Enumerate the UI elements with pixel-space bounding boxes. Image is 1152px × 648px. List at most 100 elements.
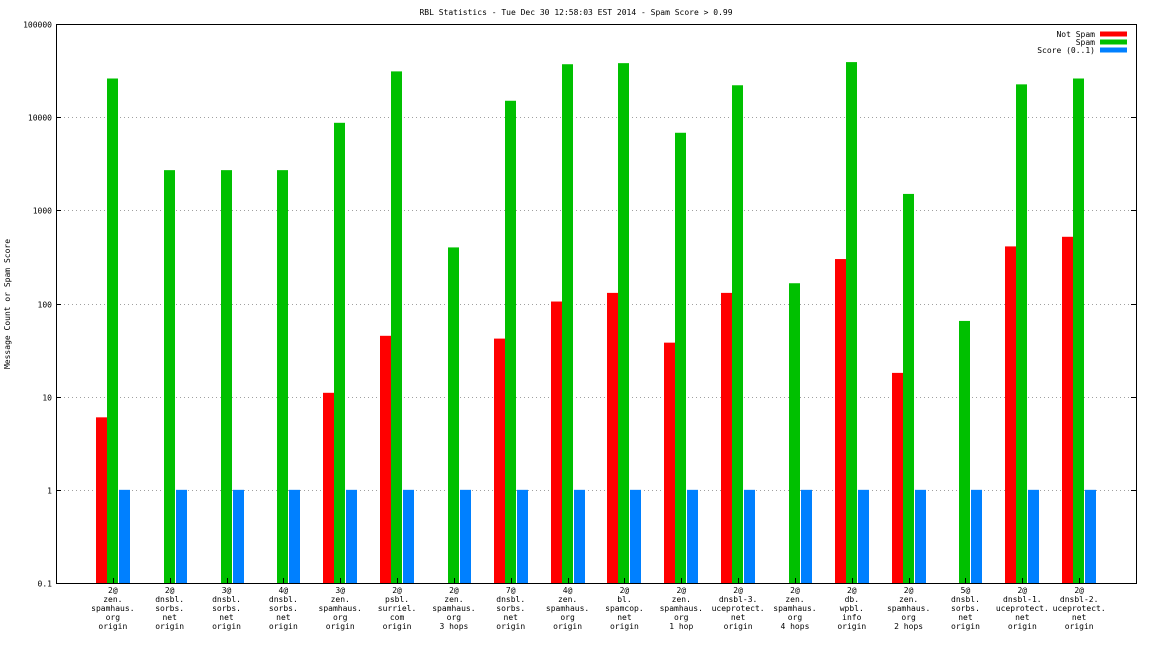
- bar-not-spam: [664, 342, 675, 583]
- bar-score-0-1: [801, 489, 812, 583]
- x-tick-label-line: 2@: [676, 586, 686, 595]
- x-tick-label-line: origin: [383, 622, 412, 631]
- x-tick-label-line: origin: [553, 622, 582, 631]
- bar-spam: [959, 320, 970, 583]
- x-tick-label-line: org: [560, 613, 575, 622]
- x-tick-label-line: wpbl.: [840, 604, 864, 613]
- x-tick-label-line: origin: [951, 622, 980, 631]
- x-tick-label-line: 2@: [620, 586, 630, 595]
- bar-not-spam: [494, 338, 505, 583]
- x-tick-label: 2@ zen. spamhaus. org 2 hops: [887, 586, 930, 631]
- x-tick-label-line: 4@: [563, 586, 573, 595]
- y-tick-label: 0.1: [38, 580, 53, 589]
- legend-swatch: [1100, 39, 1127, 45]
- x-tick-label-line: net: [1015, 613, 1030, 622]
- bar-not-spam: [607, 292, 618, 583]
- x-tick-label-line: uceprotect.: [712, 604, 765, 613]
- x-tick-label-line: 4@: [279, 586, 289, 595]
- y-tick-label: 10: [42, 394, 52, 403]
- x-tick-label-line: origin: [1008, 622, 1037, 631]
- x-tick-label-line: net: [504, 613, 519, 622]
- x-tick-label: 3@ zen. spamhaus. org origin: [319, 586, 362, 631]
- x-tick-label-line: 2@: [165, 586, 175, 595]
- x-tick-label-line: origin: [496, 622, 525, 631]
- bar-score-0-1: [687, 489, 698, 583]
- bar-spam: [107, 78, 118, 584]
- x-tick-label-line: dnsbl-1.: [1003, 595, 1042, 604]
- x-tick-label-line: dnsbl-3.: [719, 595, 758, 604]
- chart-title: RBL Statistics - Tue Dec 30 12:58:03 EST…: [419, 8, 732, 17]
- x-tick-label: 2@ psbl. surriel. com origin: [378, 586, 417, 631]
- x-tick-label: 5@ dnsbl. sorbs. net origin: [951, 586, 980, 631]
- x-tick-label-line: org: [788, 613, 803, 622]
- bar-not-spam: [551, 301, 562, 583]
- x-tick-label-line: org: [106, 613, 121, 622]
- x-tick-label-line: surriel.: [378, 604, 417, 613]
- bar-score-0-1: [460, 489, 471, 583]
- legend-swatch: [1100, 47, 1127, 53]
- x-tick-label: 2@ dnsbl-1. uceprotect. net origin: [996, 586, 1049, 631]
- legend-label: Score (0..1): [1037, 46, 1095, 55]
- bar-score-0-1: [233, 489, 244, 583]
- bar-spam: [277, 170, 288, 584]
- y-tick-label: 1: [47, 487, 52, 496]
- bar-spam: [903, 193, 914, 583]
- x-tick-label-line: spamhaus.: [91, 604, 134, 613]
- x-tick-label-line: dnsbl.: [496, 595, 525, 604]
- x-tick-label-line: 2@: [1017, 586, 1027, 595]
- x-tick-label-line: origin: [724, 622, 753, 631]
- bar-spam: [789, 283, 800, 583]
- x-tick-label-line: zen.: [444, 595, 463, 604]
- x-tick-label-line: 2@: [449, 586, 459, 595]
- bar-spam: [221, 170, 232, 584]
- x-tick-label-line: spamhaus.: [432, 604, 475, 613]
- legend-swatch: [1100, 31, 1127, 37]
- bar-not-spam: [892, 372, 903, 583]
- bar-not-spam: [96, 417, 107, 583]
- x-tick-label-line: net: [162, 613, 177, 622]
- x-tick-label-line: zen.: [899, 595, 918, 604]
- bar-score-0-1: [915, 489, 926, 583]
- x-tick-label-line: origin: [837, 622, 866, 631]
- x-tick-label: 2@ zen. spamhaus. org 3 hops: [432, 586, 475, 631]
- x-tick-label-line: uceprotect.: [996, 604, 1049, 613]
- x-tick-label-line: zen.: [103, 595, 122, 604]
- x-tick-label-line: sorbs.: [155, 604, 184, 613]
- x-tick-label-line: 2@: [733, 586, 743, 595]
- x-tick-label: 2@ db. wpbl. info origin: [837, 586, 866, 631]
- x-tick-label-line: 2@: [108, 586, 118, 595]
- ticks-layer: 0.1 1 10 100 1000 10000 100000: [23, 21, 1136, 589]
- x-tick-label-line: origin: [212, 622, 241, 631]
- x-tick-label-line: uceprotect.: [1053, 604, 1106, 613]
- bar-spam: [164, 170, 175, 584]
- x-tick-label-line: sorbs.: [269, 604, 298, 613]
- x-tick-label-line: sorbs.: [496, 604, 525, 613]
- y-tick-label: 100000: [23, 21, 52, 30]
- x-tick-label-line: net: [1072, 613, 1087, 622]
- bar-score-0-1: [630, 489, 641, 583]
- grid-layer: [56, 117, 1136, 491]
- x-tick-label-line: spamhaus.: [887, 604, 930, 613]
- x-tick-label-line: 2@: [790, 586, 800, 595]
- bars-layer: [96, 62, 1096, 584]
- bar-score-0-1: [971, 489, 982, 583]
- x-tick-label: 2@ bl. spamcop. net origin: [605, 586, 644, 631]
- x-tick-label: 7@ dnsbl. sorbs. net origin: [496, 586, 525, 631]
- y-tick-label: 100: [38, 301, 53, 310]
- x-tick-label-line: zen.: [331, 595, 350, 604]
- x-tick-label-line: 1 hop: [669, 622, 693, 631]
- x-tick-label: 2@ dnsbl. sorbs. net origin: [155, 586, 184, 631]
- x-tick-label-line: 2@: [392, 586, 402, 595]
- x-tick-label: 2@ zen. spamhaus. org 1 hop: [660, 586, 703, 631]
- bar-spam: [562, 64, 573, 584]
- x-tick-label-line: spamcop.: [605, 604, 644, 613]
- bar-spam: [618, 63, 629, 584]
- bar-not-spam: [835, 259, 846, 583]
- x-tick-label-line: sorbs.: [951, 604, 980, 613]
- bar-spam: [846, 62, 857, 584]
- x-tick-label-line: 4 hops: [780, 622, 809, 631]
- x-tick-label-line: dnsbl-2.: [1060, 595, 1099, 604]
- bar-score-0-1: [574, 489, 585, 583]
